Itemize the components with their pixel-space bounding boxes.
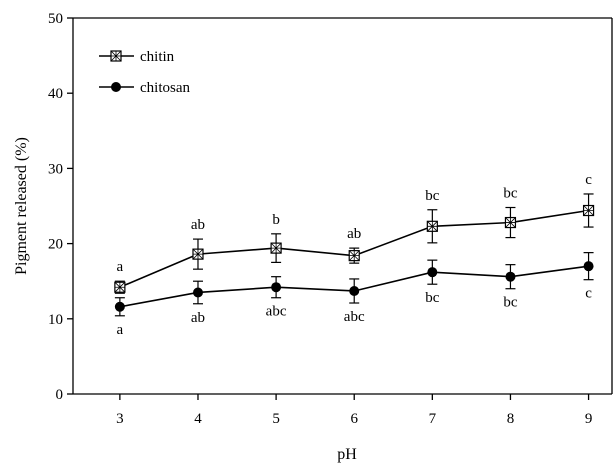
marker-hatch bbox=[505, 217, 516, 228]
x-tick-label: 8 bbox=[507, 411, 515, 427]
series-chitin: a ab b ab bc bc c bbox=[114, 172, 595, 294]
significance-label: bc bbox=[425, 188, 440, 204]
x-tick-label: 3 bbox=[116, 411, 124, 427]
significance-label: abc bbox=[266, 304, 287, 320]
marker-hatch bbox=[114, 281, 126, 293]
significance-label: bc bbox=[425, 290, 440, 306]
filled-circle-marker bbox=[583, 261, 594, 272]
y-tick-label: 40 bbox=[48, 86, 63, 102]
crossed-square-marker bbox=[582, 204, 595, 217]
crossed-square-marker bbox=[110, 50, 122, 62]
y-tick-label: 10 bbox=[48, 312, 63, 328]
series-layer: a ab b ab bc bc c a ab abc abc bc bc c bbox=[114, 172, 595, 338]
y-tick-label: 50 bbox=[48, 11, 63, 27]
legend-item-chitosan: chitosan bbox=[99, 80, 190, 96]
significance-label: bc bbox=[503, 295, 518, 311]
crossed-square-marker bbox=[504, 216, 517, 229]
axes: 0 10 20 30 40 50 3 4 5 6 7 8 9 bbox=[48, 11, 613, 427]
marker-hatch bbox=[427, 221, 438, 232]
significance-label: abc bbox=[344, 309, 365, 325]
significance-label: b bbox=[272, 212, 280, 228]
significance-label: ab bbox=[191, 217, 205, 233]
significance-label: bc bbox=[503, 186, 518, 202]
crossed-square-marker bbox=[270, 242, 282, 254]
significance-label: a bbox=[117, 259, 124, 275]
x-tick-label: 6 bbox=[350, 411, 358, 427]
marker-hatch bbox=[110, 50, 122, 62]
marker-hatch bbox=[192, 248, 204, 260]
crossed-square-marker bbox=[426, 220, 438, 232]
x-tick-label: 9 bbox=[585, 411, 593, 427]
filled-circle-marker bbox=[114, 301, 125, 312]
filled-circle-marker bbox=[271, 282, 282, 293]
marker-hatch bbox=[583, 205, 594, 216]
crossed-square-marker bbox=[114, 281, 126, 293]
series-chitosan: a ab abc abc bc bc c bbox=[114, 252, 594, 338]
significance-label: ab bbox=[191, 310, 205, 326]
crossed-square-marker bbox=[192, 248, 204, 260]
crossed-square-marker bbox=[348, 250, 360, 262]
legend-item-chitin: chitin bbox=[99, 49, 175, 65]
significance-label: a bbox=[117, 322, 124, 338]
significance-label: c bbox=[585, 286, 592, 302]
x-tick-label: 4 bbox=[194, 411, 202, 427]
y-tick-label: 0 bbox=[56, 387, 64, 403]
significance-label: ab bbox=[347, 226, 361, 242]
marker-hatch bbox=[348, 250, 360, 261]
filled-circle-marker bbox=[349, 285, 360, 296]
y-tick-label: 20 bbox=[48, 237, 63, 253]
x-tick-label: 7 bbox=[429, 411, 437, 427]
legend: chitin chitosan bbox=[99, 49, 190, 96]
filled-circle-marker bbox=[111, 82, 121, 92]
significance-label: c bbox=[585, 172, 592, 188]
y-axis-title: Pigment released (%) bbox=[13, 137, 30, 275]
x-axis-title: pH bbox=[337, 446, 357, 463]
y-tick-label: 30 bbox=[48, 161, 63, 177]
x-tick-label: 5 bbox=[272, 411, 280, 427]
legend-label: chitin bbox=[140, 49, 175, 65]
filled-circle-marker bbox=[192, 287, 203, 298]
legend-label: chitosan bbox=[140, 80, 190, 96]
marker-hatch bbox=[270, 242, 282, 254]
filled-circle-marker bbox=[427, 267, 438, 278]
filled-circle-marker bbox=[505, 271, 516, 282]
